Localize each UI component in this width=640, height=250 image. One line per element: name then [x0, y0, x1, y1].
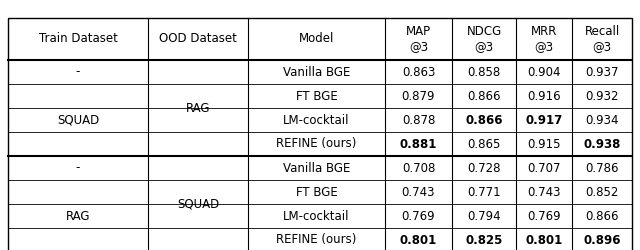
Text: FT BGE: FT BGE	[296, 90, 337, 102]
Text: 0.866: 0.866	[465, 114, 503, 126]
Text: 0.865: 0.865	[467, 138, 500, 150]
Text: Vanilla BGE: Vanilla BGE	[283, 66, 350, 78]
Text: 0.707: 0.707	[527, 162, 561, 174]
Text: 0.743: 0.743	[402, 186, 435, 198]
Text: 0.769: 0.769	[527, 210, 561, 222]
Text: Vanilla BGE: Vanilla BGE	[283, 162, 350, 174]
Text: 0.915: 0.915	[527, 138, 561, 150]
Text: 0.934: 0.934	[585, 114, 619, 126]
Text: 0.916: 0.916	[527, 90, 561, 102]
Text: 0.937: 0.937	[585, 66, 619, 78]
Text: Model: Model	[299, 32, 334, 46]
Text: 0.866: 0.866	[585, 210, 619, 222]
Text: SQUAD: SQUAD	[57, 114, 99, 126]
Text: -: -	[76, 66, 80, 78]
Text: MAP
@3: MAP @3	[406, 25, 431, 53]
Text: 0.771: 0.771	[467, 186, 501, 198]
Text: FT BGE: FT BGE	[296, 186, 337, 198]
Text: Train Dataset: Train Dataset	[38, 32, 117, 46]
Text: 0.904: 0.904	[527, 66, 561, 78]
Text: NDCG
@3: NDCG @3	[467, 25, 502, 53]
Text: RAG: RAG	[186, 102, 211, 114]
Text: 0.743: 0.743	[527, 186, 561, 198]
Text: 0.932: 0.932	[585, 90, 619, 102]
Text: SQUAD: SQUAD	[177, 198, 219, 210]
Text: 0.769: 0.769	[402, 210, 435, 222]
Text: 0.938: 0.938	[583, 138, 621, 150]
Text: 0.794: 0.794	[467, 210, 501, 222]
Text: LM-cocktail: LM-cocktail	[284, 210, 349, 222]
Text: 0.863: 0.863	[402, 66, 435, 78]
Text: 0.825: 0.825	[465, 234, 502, 246]
Text: 0.852: 0.852	[586, 186, 619, 198]
Text: 0.879: 0.879	[402, 90, 435, 102]
Text: OOD Dataset: OOD Dataset	[159, 32, 237, 46]
Text: 0.866: 0.866	[467, 90, 500, 102]
Text: Recall
@3: Recall @3	[584, 25, 620, 53]
Text: REFINE (ours): REFINE (ours)	[276, 234, 356, 246]
Text: LM-cocktail: LM-cocktail	[284, 114, 349, 126]
Text: 0.858: 0.858	[467, 66, 500, 78]
Text: RAG: RAG	[66, 210, 90, 222]
Text: REFINE (ours): REFINE (ours)	[276, 138, 356, 150]
Text: 0.786: 0.786	[585, 162, 619, 174]
Text: 0.917: 0.917	[525, 114, 563, 126]
Text: -: -	[76, 162, 80, 174]
Text: 0.728: 0.728	[467, 162, 500, 174]
Text: 0.878: 0.878	[402, 114, 435, 126]
Text: 0.801: 0.801	[525, 234, 563, 246]
Text: MRR
@3: MRR @3	[531, 25, 557, 53]
Text: 0.881: 0.881	[400, 138, 437, 150]
Text: 0.708: 0.708	[402, 162, 435, 174]
Text: 0.801: 0.801	[400, 234, 437, 246]
Text: 0.896: 0.896	[583, 234, 621, 246]
